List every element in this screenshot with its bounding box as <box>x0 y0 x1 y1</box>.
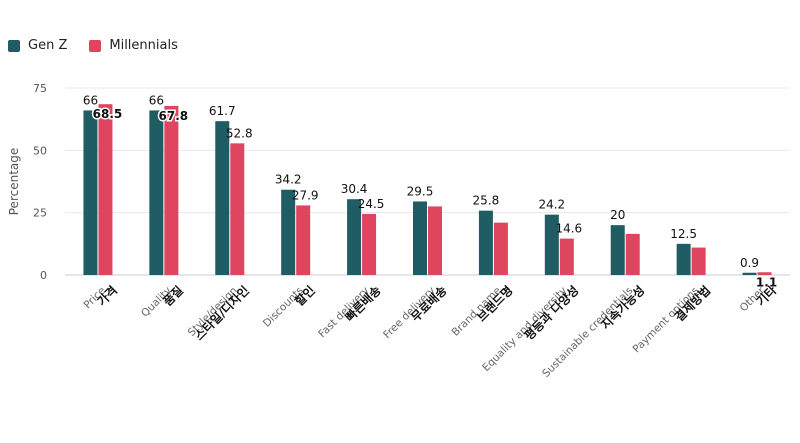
legend-item-millennials[interactable]: Millennials <box>89 38 178 53</box>
data-label-gen-z: 12.5 <box>670 227 697 241</box>
legend-item-gen-z[interactable]: Gen Z <box>8 38 67 53</box>
bar-millennials <box>691 247 706 275</box>
bar-millennials <box>559 238 574 275</box>
y-tick-label: 50 <box>33 144 47 157</box>
bar-gen-z <box>544 214 559 275</box>
bar-millennials <box>230 143 245 275</box>
data-label-millennials: 14.6 <box>555 222 582 236</box>
bar-gen-z <box>676 243 691 275</box>
data-label-gen-z: 61.7 <box>209 104 236 118</box>
data-label-gen-z: 66 <box>83 93 98 107</box>
y-tick-label: 75 <box>33 82 47 95</box>
data-label-millennials: 52.8 <box>226 126 253 140</box>
bar-millennials <box>362 213 377 275</box>
bar-gen-z <box>149 110 164 275</box>
x-tick-label-ko: 평등과 다양성 <box>521 283 581 343</box>
bar-gen-z <box>347 199 362 275</box>
bar-gen-z <box>83 110 98 275</box>
data-label-millennials: 68.5 <box>93 107 123 121</box>
x-tick-label-ko: 스타일/디자인 <box>191 283 252 344</box>
bar-gen-z <box>478 210 493 275</box>
bar-gen-z <box>742 272 757 275</box>
data-label-gen-z: 30.4 <box>341 182 368 196</box>
data-label-gen-z: 66 <box>149 93 164 107</box>
data-label-millennials: 24.5 <box>358 197 385 211</box>
bar-millennials <box>757 272 772 275</box>
legend-label-gen-z: Gen Z <box>28 38 68 53</box>
bar-millennials <box>625 233 640 275</box>
data-label-gen-z: 20 <box>610 208 625 222</box>
data-label-millennials: 1.1 <box>756 275 777 289</box>
bar-millennials <box>428 206 442 275</box>
y-tick-label: 25 <box>33 207 47 220</box>
bar-gen-z <box>413 201 427 275</box>
bar-millennials <box>296 205 311 275</box>
y-axis-label: Percentage <box>7 148 21 216</box>
data-label-gen-z: 25.8 <box>473 194 500 208</box>
bar-gen-z <box>610 225 625 275</box>
bar-gen-z <box>281 189 296 275</box>
y-tick-label: 0 <box>40 269 47 282</box>
bar-millennials <box>98 104 113 275</box>
data-label-millennials: 27.9 <box>292 188 319 202</box>
legend-swatch-millennials <box>89 39 102 52</box>
legend: Gen Z Millennials <box>8 38 178 53</box>
data-label-gen-z: 0.9 <box>740 256 759 270</box>
legend-swatch-gen-z <box>8 39 20 52</box>
data-label-gen-z: 29.5 <box>407 184 434 198</box>
data-label-gen-z: 24.2 <box>538 198 565 212</box>
bar-millennials <box>493 222 508 275</box>
legend-label-millennials: Millennials <box>109 38 178 53</box>
bar-gen-z <box>215 121 230 275</box>
data-label-gen-z: 34.2 <box>275 173 302 187</box>
data-label-millennials: 67.8 <box>159 109 189 123</box>
bar-millennials <box>164 105 179 276</box>
